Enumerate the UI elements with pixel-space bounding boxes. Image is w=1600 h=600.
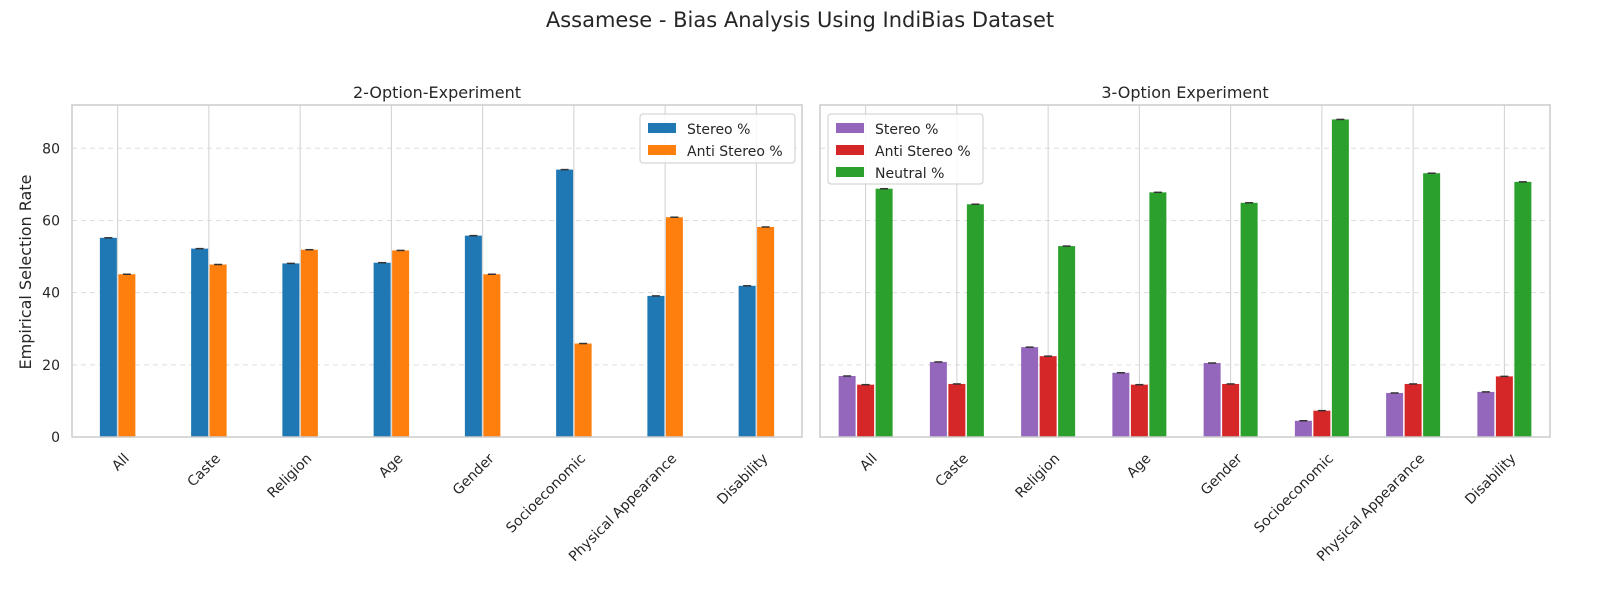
- legend-swatch-anti-stereo: [648, 145, 676, 155]
- bar-stereo-all: [99, 237, 117, 437]
- bar-anti-stereo-disability: [1495, 376, 1513, 437]
- bar-neutral-socioeconomic: [1331, 119, 1349, 437]
- panel-2-option: 0 20 40 60 80 All Caste Religion Age Gender Socioe…: [42, 83, 803, 565]
- bar-stereo-socioeconomic: [556, 169, 574, 438]
- bar-stereo-religion: [1021, 347, 1039, 437]
- bar-stereo-all: [838, 376, 856, 437]
- bar-anti-stereo-all: [857, 384, 875, 437]
- y-tick-label: 80: [42, 141, 60, 157]
- bar-anti-stereo-socioeconomic: [1313, 410, 1331, 437]
- bar-anti-stereo-physical-appearance: [665, 217, 683, 437]
- bar-anti-stereo-gender: [483, 274, 501, 437]
- legend-label-stereo: Stereo %: [875, 122, 938, 138]
- y-tick-label: 60: [42, 213, 60, 229]
- bar-anti-stereo-age: [392, 250, 410, 437]
- bar-stereo-age: [373, 262, 391, 437]
- bar-stereo-caste: [191, 248, 209, 437]
- bar-anti-stereo-religion: [1039, 356, 1057, 437]
- bar-neutral-all: [875, 188, 893, 437]
- legend-label-anti-stereo: Anti Stereo %: [687, 144, 783, 160]
- figure-title: Assamese - Bias Analysis Using IndiBias …: [546, 8, 1054, 32]
- x-tick-label: Disability: [1462, 451, 1519, 508]
- bar-neutral-caste: [966, 204, 984, 437]
- legend-label-neutral: Neutral %: [875, 166, 944, 182]
- legend-swatch-stereo: [648, 123, 676, 133]
- bar-anti-stereo-religion: [300, 249, 318, 437]
- x-tick-label: All: [857, 451, 881, 475]
- legend-box: [827, 113, 984, 185]
- bar-stereo-socioeconomic: [1294, 420, 1312, 437]
- bar-anti-stereo-all: [118, 274, 136, 437]
- bar-stereo-physical-appearance: [1386, 392, 1404, 437]
- x-tick-label: Physical Appearance: [1314, 451, 1428, 565]
- bar-neutral-age: [1149, 192, 1167, 437]
- x-tick-label: Gender: [450, 451, 498, 499]
- bar-stereo-gender: [1203, 363, 1221, 437]
- bar-neutral-gender: [1240, 202, 1258, 437]
- x-tick-label: All: [109, 451, 133, 475]
- x-tick-label: Age: [1124, 451, 1154, 481]
- bar-stereo-age: [1112, 372, 1130, 437]
- x-tick-label: Religion: [264, 451, 315, 502]
- bar-anti-stereo-gender: [1222, 383, 1240, 437]
- bar-anti-stereo-socioeconomic: [574, 343, 592, 437]
- bar-stereo-religion: [282, 263, 300, 437]
- bar-anti-stereo-age: [1130, 384, 1148, 437]
- legend-swatch-stereo: [836, 123, 864, 133]
- bar-neutral-disability: [1514, 181, 1532, 437]
- x-tick-label: Socioeconomic: [503, 451, 589, 537]
- x-tick-label: Gender: [1198, 451, 1246, 499]
- bar-anti-stereo-physical-appearance: [1404, 383, 1422, 437]
- bar-anti-stereo-caste: [948, 383, 966, 437]
- bar-stereo-disability: [738, 285, 756, 437]
- y-tick-label: 20: [42, 358, 60, 374]
- legend: Stereo % Anti Stereo % Neutral %: [827, 113, 984, 185]
- legend-label-anti-stereo: Anti Stereo %: [875, 144, 971, 160]
- bar-stereo-physical-appearance: [647, 295, 665, 437]
- legend-swatch-anti-stereo: [836, 145, 864, 155]
- x-tick-label: Socioeconomic: [1251, 451, 1337, 537]
- y-axis-label: Empirical Selection Rate: [16, 175, 35, 370]
- x-tick-label: Physical Appearance: [566, 451, 680, 565]
- legend-label-stereo: Stereo %: [687, 122, 750, 138]
- x-tick-label: Caste: [933, 451, 972, 490]
- bar-neutral-religion: [1058, 246, 1076, 437]
- y-tick-label: 40: [42, 286, 60, 302]
- axes-frame: [819, 104, 1551, 438]
- bar-anti-stereo-caste: [209, 264, 227, 437]
- bar-stereo-caste: [929, 361, 947, 437]
- axes-frame: [71, 104, 803, 438]
- bar-stereo-gender: [464, 235, 482, 437]
- bar-stereo-disability: [1477, 391, 1495, 437]
- x-tick-label: Disability: [714, 451, 771, 508]
- bar-anti-stereo-disability: [757, 226, 775, 437]
- x-tick-label: Age: [376, 451, 406, 481]
- y-tick-label: 0: [51, 430, 60, 446]
- legend-box: [639, 113, 796, 164]
- x-tick-label: Caste: [185, 451, 224, 490]
- panel-3-option: All Caste Religion Age Gender SocioeconomicPh…: [819, 83, 1551, 565]
- legend-swatch-neutral: [836, 167, 864, 177]
- x-tick-label: Religion: [1012, 451, 1063, 502]
- panel-title: 2-Option-Experiment: [353, 83, 521, 102]
- panel-title: 3-Option Experiment: [1101, 83, 1268, 102]
- bar-neutral-physical-appearance: [1423, 173, 1441, 437]
- legend: Stereo % Anti Stereo %: [639, 113, 796, 164]
